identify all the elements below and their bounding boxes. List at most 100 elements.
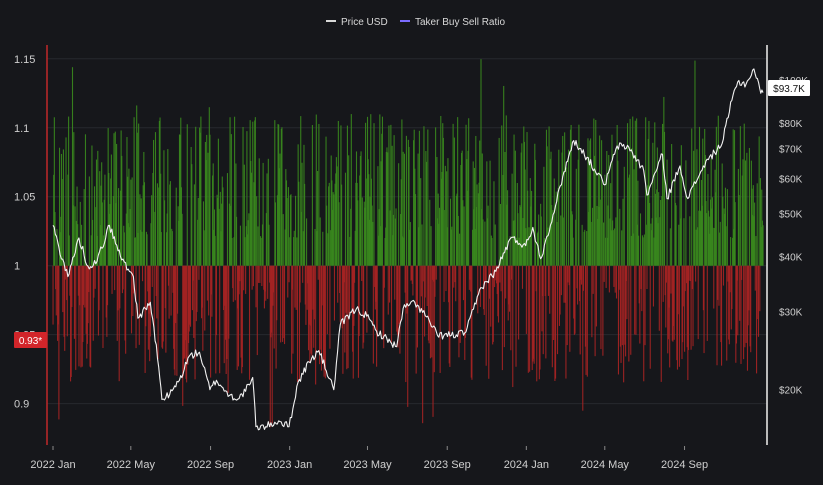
- ratio-bar: [729, 265, 731, 293]
- ratio-bar: [148, 265, 150, 314]
- ratio-bar: [597, 172, 599, 266]
- ratio-bar: [345, 265, 347, 313]
- ratio-bar: [697, 265, 699, 340]
- ratio-bar: [573, 265, 575, 335]
- ratio-bar: [378, 235, 380, 266]
- ratio-bar: [722, 196, 724, 266]
- current-ratio-label: 0.93*: [19, 336, 42, 347]
- ratio-bar: [361, 265, 363, 281]
- ratio-bar: [374, 265, 376, 287]
- ratio-bar: [301, 162, 303, 266]
- ratio-bar: [555, 265, 557, 379]
- ratio-bar: [228, 203, 230, 266]
- ratio-bar: [390, 265, 393, 343]
- ratio-bar: [741, 265, 743, 280]
- ratio-bar: [756, 265, 758, 374]
- ratio-bar: [546, 146, 548, 266]
- ratio-bar: [151, 265, 153, 287]
- ratio-bar: [219, 265, 221, 374]
- ratio-bar: [349, 236, 351, 266]
- ratio-bar: [458, 265, 460, 358]
- ratio-bar: [116, 143, 118, 266]
- ratio-bar: [465, 124, 467, 266]
- ratio-bar: [117, 188, 120, 266]
- ratio-bar: [716, 265, 718, 366]
- ratio-bar: [171, 228, 173, 266]
- ratio-bar: [623, 265, 625, 383]
- ratio-bar: [733, 229, 735, 266]
- ratio-bar: [481, 153, 483, 266]
- ratio-bar: [499, 203, 501, 266]
- ratio-bar: [497, 265, 500, 323]
- ratio-bar: [534, 143, 536, 266]
- ratio-bar: [628, 174, 631, 266]
- ratio-bar: [534, 159, 537, 266]
- ratio-bar: [120, 130, 122, 266]
- ratio-bar: [718, 265, 720, 306]
- ratio-bar: [515, 265, 517, 367]
- ratio-bar: [318, 123, 320, 266]
- ratio-bar: [304, 183, 306, 266]
- ratio-bar: [674, 179, 676, 266]
- ratio-bar: [436, 157, 438, 266]
- ratio-bar: [622, 198, 624, 266]
- ratio-bar: [476, 184, 478, 266]
- ratio-bar: [749, 265, 751, 347]
- ratio-bar: [455, 195, 457, 266]
- ratio-bar: [567, 149, 570, 266]
- ratio-bar: [516, 237, 518, 266]
- ratio-bar: [360, 151, 362, 266]
- ratio-bar: [571, 214, 573, 266]
- ratio-bar: [280, 128, 282, 266]
- ratio-bar: [59, 232, 61, 266]
- ratio-bar: [610, 230, 612, 266]
- ratio-bar: [562, 135, 564, 266]
- ratio-bar: [326, 205, 328, 266]
- ratio-bar: [54, 212, 56, 266]
- ratio-bar: [334, 183, 336, 266]
- ratio-bar: [529, 178, 531, 266]
- ratio-bar: [80, 265, 82, 368]
- ratio-bar: [535, 265, 537, 292]
- ratio-bar: [381, 133, 383, 266]
- ratio-bar: [241, 265, 243, 374]
- current-price-badge: [768, 80, 810, 96]
- ratio-bar: [241, 265, 243, 368]
- ratio-bar: [495, 265, 497, 281]
- ratio-bar: [111, 265, 113, 294]
- ratio-bar: [287, 265, 289, 298]
- ratio-bar: [629, 118, 631, 266]
- ratio-bar: [178, 134, 181, 266]
- ratio-bar: [640, 265, 642, 290]
- legend[interactable]: Price USD Taker Buy Sell Ratio: [326, 17, 505, 28]
- ratio-bar: [135, 265, 137, 349]
- ratio-bar: [711, 197, 714, 266]
- ratio-bar: [259, 265, 261, 284]
- ratio-bar: [358, 265, 360, 337]
- ratio-bar: [429, 265, 431, 359]
- ratio-bar: [82, 265, 84, 342]
- ratio-bar: [705, 201, 707, 266]
- ratio-bar: [299, 265, 301, 303]
- ratio-bar: [408, 146, 410, 266]
- ratio-bar: [706, 213, 708, 266]
- ratio-bar: [79, 201, 81, 266]
- ratio-bar: [199, 132, 201, 266]
- ratio-bar: [657, 223, 659, 266]
- ratio-bar: [90, 235, 92, 266]
- ratio-bar: [221, 203, 223, 266]
- ratio-bar: [330, 155, 332, 266]
- ratio-bar: [68, 235, 70, 266]
- ratio-bar: [743, 265, 745, 360]
- y-right-tick-label: $30K: [779, 308, 803, 319]
- ratio-bar: [678, 265, 680, 367]
- ratio-bar: [152, 172, 154, 266]
- x-tick-label: 2022 Jan: [30, 459, 75, 471]
- ratio-bar: [157, 265, 159, 360]
- ratio-bar: [407, 265, 409, 407]
- ratio-bar: [201, 265, 203, 308]
- ratio-bar: [529, 265, 531, 372]
- ratio-bar: [428, 265, 430, 344]
- ratio-bar: [370, 178, 372, 266]
- ratio-bar: [130, 265, 133, 334]
